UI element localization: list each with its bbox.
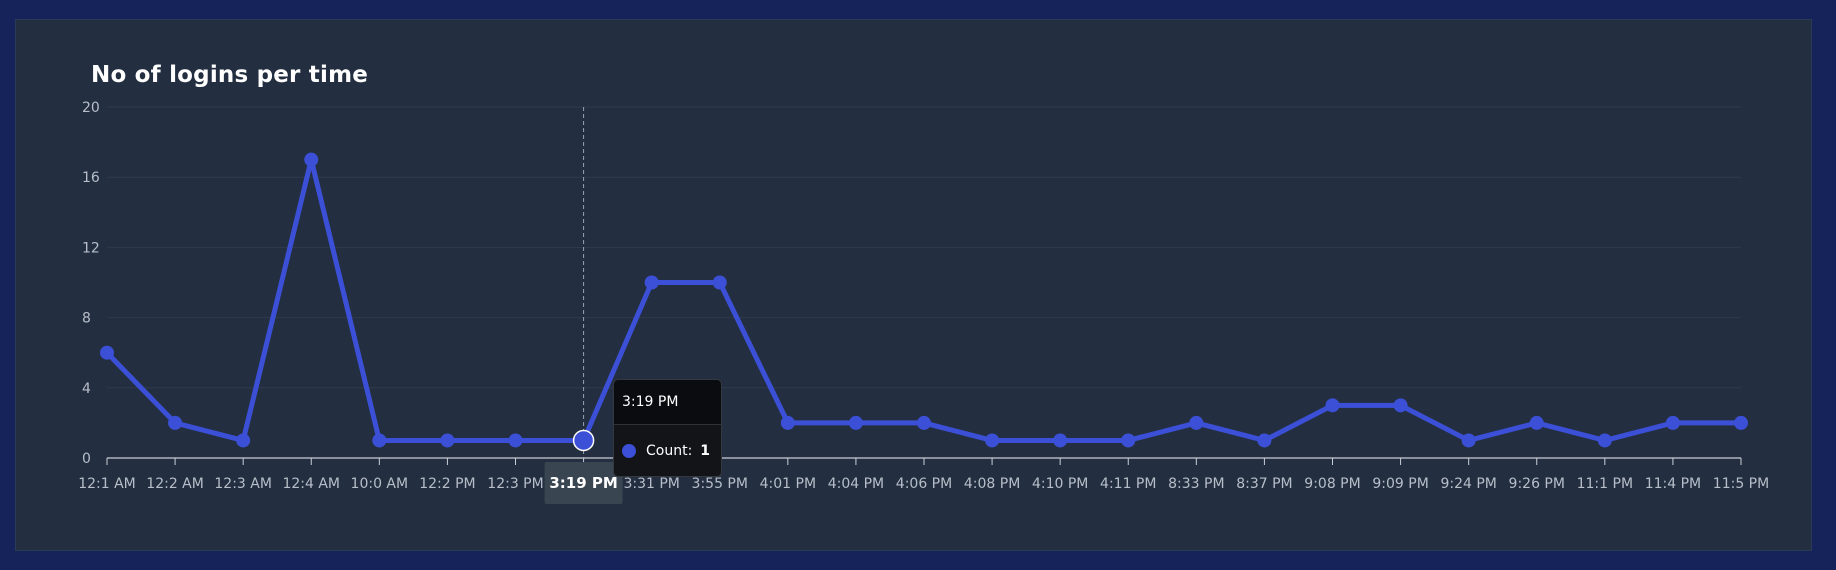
series-line-path	[104, 157, 1744, 443]
data-point[interactable]	[848, 415, 863, 430]
data-point[interactable]	[644, 275, 659, 290]
tooltip-row: Count: 1	[614, 425, 721, 477]
tooltip-series-label: Count:	[646, 443, 693, 459]
chart-title: No of logins per time	[91, 62, 369, 88]
chart-panel: No of logins per time 0 4 8 12 16 20 12:1 AM 1…	[15, 19, 1812, 551]
y-tick-label: 8	[82, 311, 91, 327]
data-point[interactable]	[1053, 433, 1068, 448]
data-points[interactable]	[100, 152, 1748, 452]
data-point[interactable]	[985, 433, 1000, 448]
x-tick-label: 9:08 PM	[1304, 476, 1360, 492]
data-point[interactable]	[1529, 415, 1544, 430]
x-tick-label: 8:37 PM	[1236, 476, 1292, 492]
y-axis-ticks: 0 4 8 12 16 20	[82, 100, 100, 467]
data-point[interactable]	[440, 433, 455, 448]
data-point[interactable]	[372, 433, 387, 448]
y-tick-label: 20	[82, 100, 100, 116]
tooltip-value: 1	[700, 443, 711, 459]
data-point[interactable]	[780, 415, 795, 430]
data-point[interactable]	[168, 415, 183, 430]
data-point[interactable]	[572, 429, 595, 452]
x-tick-label: 4:08 PM	[964, 476, 1020, 492]
x-tick-label: 4:11 PM	[1100, 476, 1156, 492]
x-tick-label: 12:3 AM	[214, 476, 272, 492]
x-tick-label: 12:2 AM	[146, 476, 204, 492]
x-tick-label: 4:10 PM	[1032, 476, 1088, 492]
x-tick-label: 12:3 PM	[487, 476, 543, 492]
data-point[interactable]	[1665, 415, 1680, 430]
grid-lines	[107, 106, 1741, 389]
data-point[interactable]	[1597, 433, 1612, 448]
x-tick-label: 3:55 PM	[692, 476, 748, 492]
data-point[interactable]	[917, 415, 931, 430]
x-tick-label: 11:5 PM	[1713, 476, 1769, 492]
x-tick-label: 12:4 AM	[282, 476, 340, 492]
x-tick-label: 12:1 AM	[78, 476, 136, 492]
data-point[interactable]	[1325, 398, 1340, 413]
x-tick-label: 11:1 PM	[1577, 476, 1633, 492]
data-point[interactable]	[508, 433, 523, 448]
x-tick-label: 3:19 PM	[549, 474, 617, 492]
tooltip-title: 3:19 PM	[614, 380, 721, 425]
chart-tooltip: 3:19 PM Count: 1	[613, 379, 722, 477]
data-point[interactable]	[712, 275, 727, 290]
x-tick-label: 8:33 PM	[1168, 476, 1224, 492]
data-point[interactable]	[236, 433, 251, 448]
x-tick-label: 11:4 PM	[1645, 476, 1701, 492]
x-tick-label: 4:06 PM	[896, 476, 952, 492]
x-tick-label: 4:04 PM	[828, 476, 884, 492]
x-tick-label: 9:26 PM	[1509, 476, 1565, 492]
data-point[interactable]	[1734, 415, 1748, 430]
y-tick-label: 12	[82, 240, 100, 256]
x-axis: 12:1 AM 12:2 AM 12:3 AM 12:4 AM 10:0 AM 12:2 …	[78, 457, 1769, 504]
x-tick-label: 12:2 PM	[419, 476, 475, 492]
x-tick-label: 9:09 PM	[1372, 476, 1428, 492]
y-tick-label: 4	[82, 381, 91, 397]
x-tick-label: 4:01 PM	[760, 476, 816, 492]
data-point[interactable]	[1121, 433, 1136, 448]
data-point[interactable]	[304, 152, 319, 167]
series-color-dot	[622, 444, 636, 458]
x-tick-label: 10:0 AM	[351, 476, 409, 492]
x-tick-label: 9:24 PM	[1440, 476, 1496, 492]
data-point[interactable]	[1189, 415, 1204, 430]
data-point[interactable]	[1393, 398, 1408, 413]
y-tick-label: 0	[82, 451, 91, 467]
data-point[interactable]	[100, 345, 114, 360]
y-tick-label: 16	[82, 170, 100, 186]
x-tick-label: 3:31 PM	[623, 476, 679, 492]
data-point[interactable]	[1461, 433, 1476, 448]
series-line	[104, 157, 1744, 443]
active-tick-highlight	[544, 462, 623, 504]
data-point[interactable]	[1257, 433, 1272, 448]
